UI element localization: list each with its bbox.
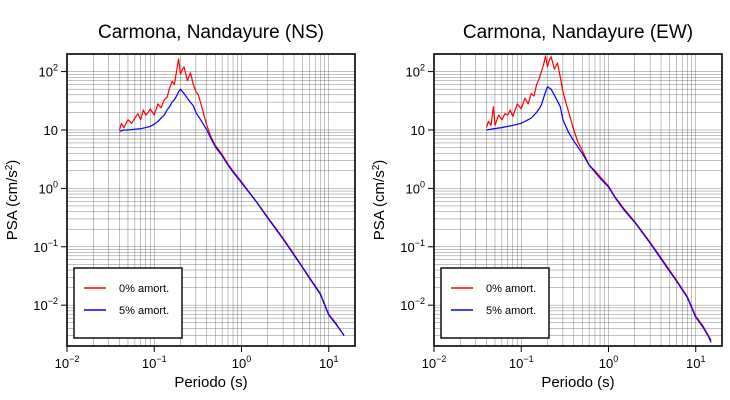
x-tick-label: 101 (686, 354, 705, 371)
x-tick-label: 10−2 (55, 354, 80, 371)
y-tick-label: 10−2 (400, 296, 425, 313)
y-tick-label: 10−1 (33, 238, 58, 255)
y-tick-label: 102 (406, 63, 425, 80)
legend-box (440, 267, 550, 339)
chart-panel-ew: 10−2 10−1 100 101 10−2 10−1 100 10 102 Carmona, N… (371, 22, 723, 391)
plot-frame (433, 53, 723, 347)
x-tick-label: 10−1 (509, 354, 534, 371)
y-tick-label: 100 (406, 179, 425, 196)
legend: 0% amort. 5% amort. (73, 267, 183, 339)
x-tick-label: 101 (319, 354, 338, 371)
chart-panel-ns: 10−2 10−1 100 101 10−2 10−1 100 10 102 Carmona, N… (4, 22, 356, 391)
series-line-amort-5 (119, 88, 345, 337)
x-tick-label: 10−2 (422, 354, 447, 371)
y-tick-label: 102 (39, 63, 58, 80)
y-axis-label: PSA (cm/s2) (4, 160, 21, 241)
legend-label-amort-5: 5% amort. (486, 305, 536, 317)
legend-label-amort-0: 0% amort. (119, 283, 169, 295)
series-line-amort-5 (486, 86, 712, 343)
legend-label-amort-5: 5% amort. (119, 305, 169, 317)
y-tick-label: 10−1 (400, 238, 425, 255)
x-tick-label: 100 (599, 354, 618, 371)
legend-box (73, 267, 183, 339)
y-tick-label: 100 (39, 179, 58, 196)
chart-title: Carmona, Nandayure (NS) (98, 22, 324, 43)
x-tick-label: 100 (232, 354, 251, 371)
y-axis-label: PSA (cm/s2) (371, 160, 388, 241)
y-tick-label: 10 (411, 123, 425, 138)
x-tick-label: 10−1 (142, 354, 167, 371)
plot-frame (66, 53, 356, 347)
chart-title: Carmona, Nandayure (EW) (463, 22, 693, 43)
legend: 0% amort. 5% amort. (440, 267, 550, 339)
x-axis-label: Periodo (s) (541, 374, 614, 391)
legend-label-amort-0: 0% amort. (486, 283, 536, 295)
x-axis-label: Periodo (s) (174, 374, 247, 391)
y-tick-label: 10 (44, 123, 58, 138)
y-tick-label: 10−2 (33, 296, 58, 313)
